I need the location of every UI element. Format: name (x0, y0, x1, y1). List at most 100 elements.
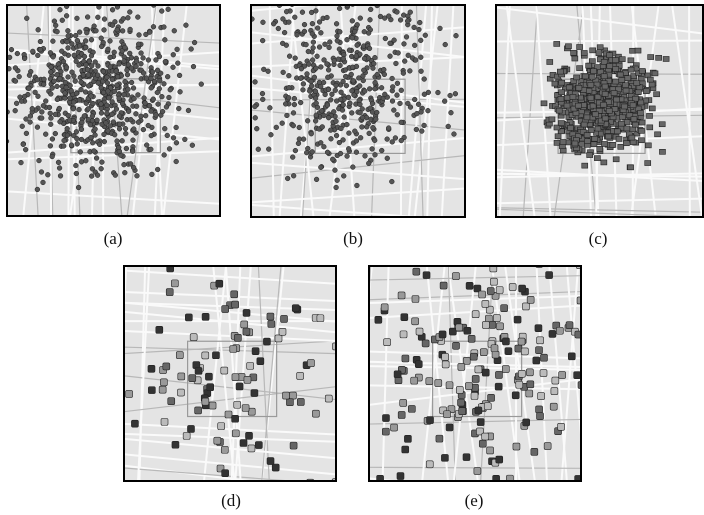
poi-marker (344, 310, 351, 317)
poi-marker (544, 443, 551, 450)
poi-marker (390, 99, 395, 104)
poi-marker (172, 28, 177, 33)
poi-marker (49, 116, 54, 121)
poi-marker (325, 103, 330, 108)
poi-marker (388, 41, 393, 46)
poi-marker (591, 69, 597, 74)
poi-marker (495, 371, 502, 378)
poi-marker (346, 95, 351, 100)
poi-marker (99, 44, 104, 49)
poi-marker (395, 112, 400, 117)
poi-marker (557, 69, 563, 74)
poi-marker (584, 115, 590, 120)
poi-marker (449, 328, 456, 335)
poi-marker (177, 73, 182, 78)
poi-marker (58, 119, 63, 124)
poi-marker (322, 58, 327, 63)
poi-marker (131, 420, 138, 427)
poi-marker (413, 268, 420, 275)
poi-marker (106, 89, 111, 94)
poi-marker (79, 80, 84, 85)
poi-marker (99, 166, 104, 171)
poi-marker (349, 110, 354, 115)
poi-marker (436, 90, 441, 95)
poi-marker (0, 125, 5, 130)
poi-marker (159, 386, 166, 393)
poi-marker (53, 23, 58, 28)
poi-marker (492, 351, 499, 358)
poi-marker (438, 26, 443, 31)
poi-marker (354, 139, 359, 144)
poi-marker (367, 86, 372, 91)
poi-marker (260, 97, 265, 102)
poi-marker (383, 36, 388, 41)
poi-marker (405, 19, 410, 24)
poi-marker (66, 75, 71, 80)
poi-marker (48, 122, 53, 127)
poi-marker (610, 142, 616, 147)
poi-marker (522, 303, 529, 310)
poi-marker (426, 378, 433, 385)
poi-marker (484, 403, 491, 410)
poi-marker (446, 424, 453, 431)
poi-marker (340, 108, 345, 113)
poi-marker (64, 85, 69, 90)
poi-marker (131, 86, 136, 91)
poi-marker (63, 80, 68, 85)
poi-marker (101, 69, 106, 74)
poi-marker (155, 167, 160, 172)
poi-marker (128, 117, 133, 122)
poi-marker (332, 59, 337, 64)
poi-marker (345, 154, 350, 159)
poi-marker (13, 108, 18, 113)
poi-marker (182, 137, 187, 142)
poi-marker (79, 127, 84, 132)
map-panel (496, 5, 703, 217)
poi-marker (547, 59, 553, 64)
map-panel (237, 0, 465, 221)
poi-marker (412, 43, 417, 48)
poi-marker (521, 348, 528, 355)
panel-label: (d) (221, 491, 241, 510)
poi-marker (613, 79, 619, 84)
poi-marker (572, 56, 578, 61)
poi-marker (334, 133, 339, 138)
poi-marker (180, 256, 187, 263)
poi-marker (132, 96, 137, 101)
poi-marker (325, 75, 330, 80)
poi-marker (163, 59, 168, 64)
poi-marker (549, 330, 556, 337)
poi-marker (581, 50, 587, 55)
poi-marker (136, 42, 141, 47)
poi-marker (106, 96, 111, 101)
poi-marker (577, 66, 583, 71)
poi-marker (48, 70, 53, 75)
poi-marker (83, 45, 88, 50)
poi-marker (175, 47, 180, 52)
poi-marker (60, 18, 65, 23)
poi-marker (370, 101, 375, 106)
poi-marker (628, 58, 634, 63)
poi-marker (390, 84, 395, 89)
poi-marker (243, 328, 250, 335)
poi-marker (622, 104, 628, 109)
poi-marker (271, 21, 276, 26)
poi-marker (412, 318, 419, 325)
poi-marker (385, 156, 390, 161)
poi-marker (362, 56, 367, 61)
panel-label: (e) (465, 491, 484, 510)
panel-label: (a) (104, 229, 123, 248)
poi-marker (645, 143, 651, 148)
poi-marker (117, 122, 122, 127)
poi-marker (341, 79, 346, 84)
poi-marker (370, 125, 375, 130)
poi-marker (189, 47, 194, 52)
poi-marker (412, 97, 417, 102)
poi-marker (443, 42, 448, 47)
poi-marker (53, 112, 58, 117)
poi-marker (75, 141, 80, 146)
poi-marker (114, 107, 119, 112)
poi-marker (339, 126, 344, 131)
poi-marker (234, 334, 241, 341)
poi-marker (290, 442, 297, 449)
